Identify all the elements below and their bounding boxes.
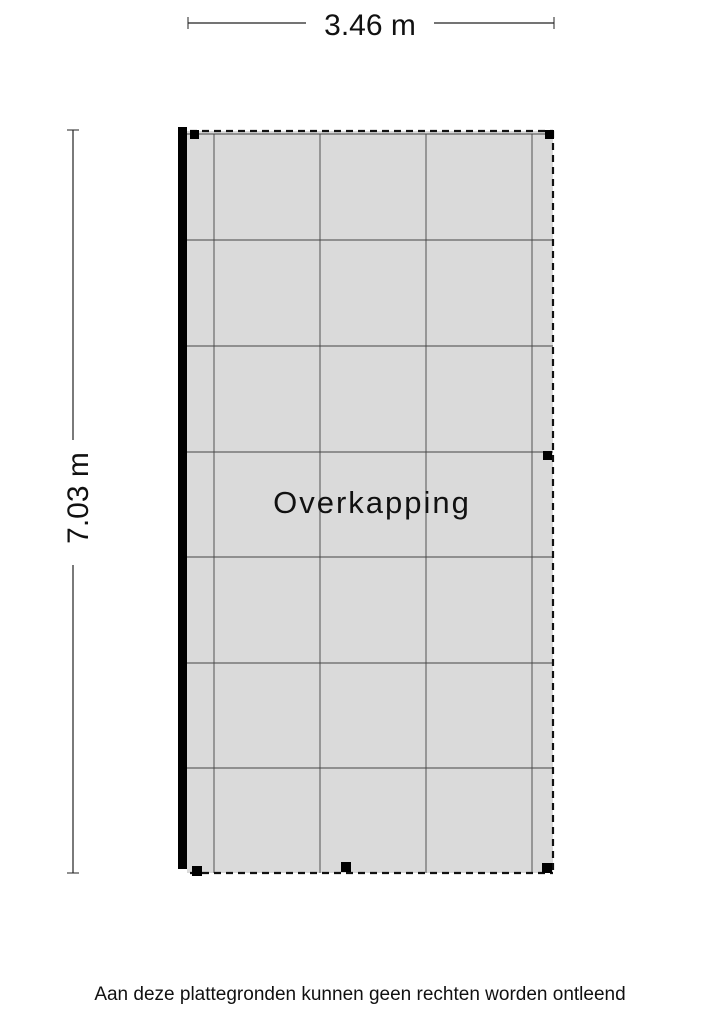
height-dimension: 7.03 m <box>62 129 95 874</box>
post <box>545 130 554 139</box>
post <box>543 451 552 460</box>
disclaimer: Aan deze plattegronden kunnen geen recht… <box>94 984 625 1005</box>
width-label: 3.46 m <box>324 9 416 42</box>
tile-grid <box>187 133 553 873</box>
post <box>341 862 351 872</box>
open-edge-dashed <box>190 129 555 875</box>
room-floor <box>187 131 553 873</box>
post <box>190 130 199 139</box>
width-dimension: 3.46 m <box>187 9 555 42</box>
room-label: Overkapping <box>273 485 471 520</box>
post <box>192 866 202 876</box>
posts <box>190 130 554 876</box>
height-label: 7.03 m <box>62 452 95 544</box>
room-overkapping: Overkapping <box>178 127 555 876</box>
wall <box>178 127 187 869</box>
post <box>542 863 552 873</box>
